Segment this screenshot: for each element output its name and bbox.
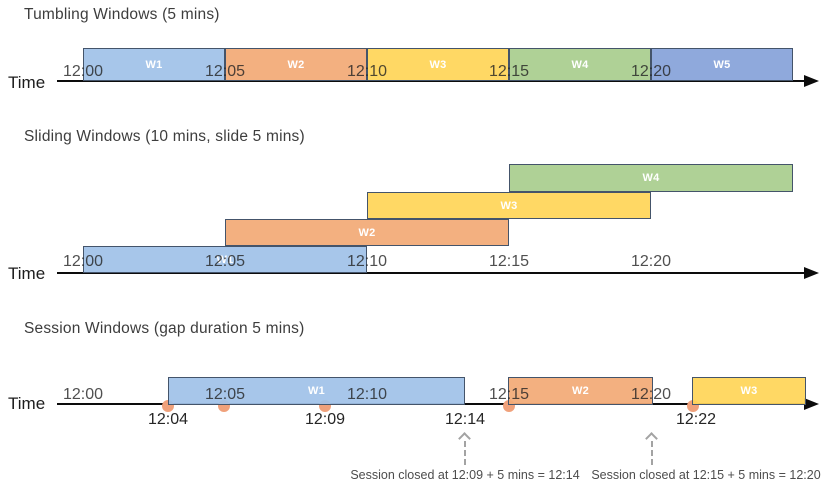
sliding-tick-1210: 12:10 bbox=[346, 253, 388, 270]
window-label: W2 bbox=[358, 226, 376, 239]
sliding-tick-1220: 12:20 bbox=[630, 253, 672, 270]
session-window-w3: W3 bbox=[692, 377, 806, 405]
sliding-tick-1205: 12:05 bbox=[204, 253, 246, 270]
close-time-label-1214: 12:14 bbox=[444, 411, 486, 428]
tumbling-window-w1: W1 bbox=[83, 48, 225, 81]
window-label: W3 bbox=[500, 199, 518, 212]
dashed-arrow-line bbox=[464, 441, 466, 465]
session-close-annotation-2: Session closed at 12:15 + 5 mins = 12:20 bbox=[591, 468, 821, 482]
tumbling-tick-1215: 12:15 bbox=[488, 63, 530, 80]
sliding-time-axis-line bbox=[57, 272, 805, 274]
sliding-time-axis-label: Time bbox=[8, 264, 46, 283]
session-tick-1205: 12:05 bbox=[204, 386, 246, 403]
window-label: W3 bbox=[740, 385, 758, 397]
session-close-annotation-1: Session closed at 12:09 + 5 mins = 12:14 bbox=[350, 468, 580, 482]
sliding-window-w4: W4 bbox=[509, 164, 793, 192]
tumbling-tick-1205: 12:05 bbox=[204, 63, 246, 80]
session-window-w2: W2 bbox=[508, 377, 653, 405]
event-time-label-1222: 12:22 bbox=[675, 411, 717, 428]
sliding-window-w3: W3 bbox=[367, 192, 651, 219]
window-label: W2 bbox=[287, 58, 305, 71]
session-time-axis-label: Time bbox=[8, 394, 46, 413]
window-label: W2 bbox=[571, 385, 590, 397]
session-tick-1220: 12:20 bbox=[630, 386, 672, 403]
session-section-title: Session Windows (gap duration 5 mins) bbox=[24, 320, 305, 337]
tumbling-window-w5: W5 bbox=[651, 48, 793, 81]
tumbling-axis-arrowhead-icon bbox=[804, 75, 819, 87]
session-tick-1200: 12:00 bbox=[62, 386, 104, 403]
tumbling-window-w4: W4 bbox=[509, 48, 651, 81]
window-label: W3 bbox=[429, 58, 447, 71]
tumbling-window-w2: W2 bbox=[225, 48, 367, 81]
event-time-label-1204: 12:04 bbox=[147, 411, 189, 428]
session-tick-1210: 12:10 bbox=[346, 386, 388, 403]
tumbling-tick-1200: 12:00 bbox=[62, 63, 104, 80]
session-window-w1: W1 bbox=[168, 377, 465, 405]
sliding-window-w2: W2 bbox=[225, 219, 509, 246]
tumbling-section-title: Tumbling Windows (5 mins) bbox=[24, 6, 220, 23]
sliding-window-w1: W1 bbox=[83, 246, 367, 273]
sliding-section-title: Sliding Windows (10 mins, slide 5 mins) bbox=[24, 128, 305, 145]
window-label: W1 bbox=[145, 58, 163, 71]
session-axis-arrowhead-icon bbox=[804, 398, 819, 410]
sliding-axis-arrowhead-icon bbox=[804, 267, 819, 279]
event-time-label-1209: 12:09 bbox=[304, 411, 346, 428]
window-label: W1 bbox=[216, 253, 234, 266]
dashed-arrow-line bbox=[651, 441, 653, 465]
tumbling-tick-1210: 12:10 bbox=[346, 63, 388, 80]
session-tick-1215: 12:15 bbox=[488, 386, 530, 403]
tumbling-time-axis-label: Time bbox=[8, 73, 46, 92]
window-label: W1 bbox=[307, 385, 326, 397]
tumbling-window-w3: W3 bbox=[367, 48, 509, 81]
sliding-tick-1215: 12:15 bbox=[488, 253, 530, 270]
tumbling-time-axis-line bbox=[57, 80, 805, 82]
tumbling-tick-1220: 12:20 bbox=[630, 63, 672, 80]
window-label: W4 bbox=[571, 58, 589, 71]
sliding-tick-1200: 12:00 bbox=[62, 253, 104, 270]
window-label: W4 bbox=[642, 172, 660, 184]
window-label: W5 bbox=[713, 58, 731, 71]
